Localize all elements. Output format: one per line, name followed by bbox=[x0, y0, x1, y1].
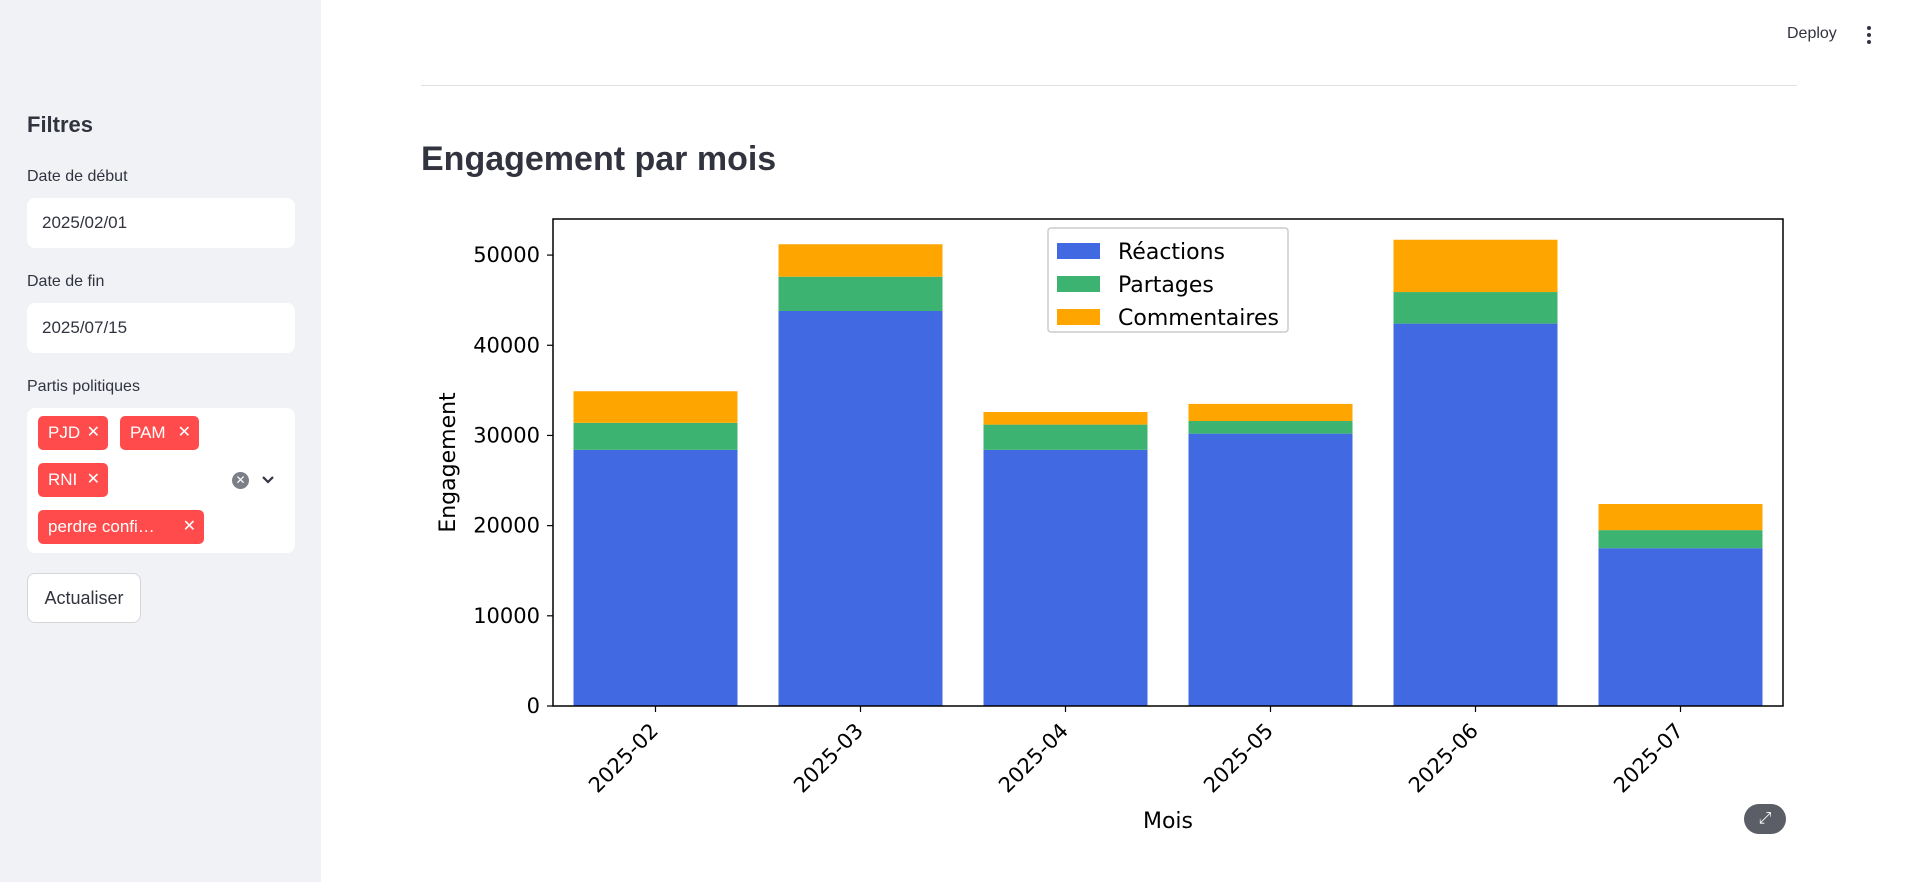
bar-2025-02-series-0 bbox=[573, 449, 738, 706]
legend-label-2: Commentaires bbox=[1118, 306, 1279, 331]
y-tick-label: 40000 bbox=[473, 333, 540, 357]
tag-perdre-confiance: perdre confi… ✕ bbox=[38, 510, 204, 544]
tag-label: perdre confi… bbox=[48, 517, 155, 536]
x-tick-label: 2025-06 bbox=[1404, 719, 1483, 798]
legend-swatch-1 bbox=[1057, 276, 1100, 292]
remove-tag-icon[interactable]: ✕ bbox=[86, 424, 100, 441]
tag-label: RNI bbox=[48, 470, 78, 489]
more-menu-icon[interactable] bbox=[1863, 24, 1875, 46]
x-tick-label: 2025-04 bbox=[994, 719, 1073, 798]
bar-2025-04-series-1 bbox=[983, 424, 1148, 450]
bar-2025-06-series-2 bbox=[1393, 239, 1558, 293]
sidebar: Filtres Date de début 2025/02/01 Date de… bbox=[0, 0, 321, 882]
bar-2025-05-series-0 bbox=[1188, 433, 1353, 706]
tag-pjd: PJD ✕ bbox=[38, 416, 108, 450]
fullscreen-icon[interactable]: ⤢ bbox=[1744, 804, 1786, 834]
parties-multiselect[interactable]: PJD ✕ PAM ✕ RNI ✕ perdre confi… ✕ ✕ bbox=[27, 408, 295, 553]
divider bbox=[421, 85, 1797, 86]
tag-label: PJD bbox=[48, 423, 81, 442]
chart-svg: 2025-02 2025-03 2025-04 2025-05 2025-06 2025-… bbox=[436, 218, 1784, 834]
bar-2025-05-series-2 bbox=[1188, 403, 1353, 422]
y-tick-label: 50000 bbox=[473, 243, 540, 267]
y-tick-label: 30000 bbox=[473, 423, 540, 447]
bar-2025-06-series-0 bbox=[1393, 323, 1558, 706]
end-date-label: Date de fin bbox=[27, 273, 105, 290]
end-date-input[interactable]: 2025/07/15 bbox=[27, 303, 295, 353]
bar-2025-02-series-2 bbox=[573, 391, 738, 423]
remove-tag-icon[interactable]: ✕ bbox=[86, 471, 100, 488]
legend-label-0: Réactions bbox=[1118, 240, 1225, 265]
deploy-button[interactable]: Deploy bbox=[1787, 25, 1837, 42]
x-tick-label: 2025-03 bbox=[789, 719, 868, 798]
legend-swatch-0 bbox=[1057, 243, 1100, 259]
start-date-input[interactable]: 2025/02/01 bbox=[27, 198, 295, 248]
x-tick-label: 2025-05 bbox=[1199, 719, 1278, 798]
plot-frame bbox=[552, 218, 1784, 707]
bar-2025-07-series-1 bbox=[1598, 530, 1763, 549]
remove-tag-icon[interactable]: ✕ bbox=[177, 424, 191, 441]
bar-2025-02-series-1 bbox=[573, 422, 738, 450]
y-tick-label: 20000 bbox=[473, 514, 540, 538]
clear-all-icon[interactable]: ✕ bbox=[232, 472, 249, 489]
sidebar-title: Filtres bbox=[27, 112, 94, 137]
tag-rni: RNI ✕ bbox=[38, 463, 108, 497]
engagement-chart: 2025-02 2025-03 2025-04 2025-05 2025-06 2025-… bbox=[421, 200, 1797, 840]
bar-2025-04-series-0 bbox=[983, 449, 1148, 706]
start-date-label: Date de début bbox=[27, 168, 128, 185]
page-title: Engagement par mois bbox=[421, 140, 777, 178]
bar-2025-03-series-1 bbox=[778, 276, 943, 311]
legend-swatch-2 bbox=[1057, 309, 1100, 325]
tag-label: PAM bbox=[130, 423, 166, 442]
bar-2025-03-series-2 bbox=[778, 244, 943, 277]
y-tick-label: 0 bbox=[527, 694, 540, 718]
x-tick-label: 2025-07 bbox=[1609, 719, 1688, 798]
bar-2025-06-series-1 bbox=[1393, 292, 1558, 324]
x-tick-label: 2025-02 bbox=[584, 719, 663, 798]
legend-box bbox=[1047, 227, 1289, 333]
bar-2025-07-series-2 bbox=[1598, 503, 1763, 531]
legend-label-1: Partages bbox=[1118, 273, 1214, 298]
y-tick-label: 10000 bbox=[473, 604, 540, 628]
chevron-down-icon[interactable] bbox=[261, 470, 275, 490]
bar-2025-03-series-0 bbox=[778, 310, 943, 706]
y-axis-label: Engagement bbox=[436, 392, 461, 533]
x-axis-label: Mois bbox=[1143, 809, 1193, 834]
bar-2025-04-series-2 bbox=[983, 411, 1148, 425]
bar-2025-07-series-0 bbox=[1598, 548, 1763, 706]
parties-label: Partis politiques bbox=[27, 378, 140, 395]
refresh-button[interactable]: Actualiser bbox=[27, 573, 141, 623]
remove-tag-icon[interactable]: ✕ bbox=[182, 518, 196, 535]
bar-2025-05-series-1 bbox=[1188, 421, 1353, 434]
tag-pam: PAM ✕ bbox=[120, 416, 199, 450]
